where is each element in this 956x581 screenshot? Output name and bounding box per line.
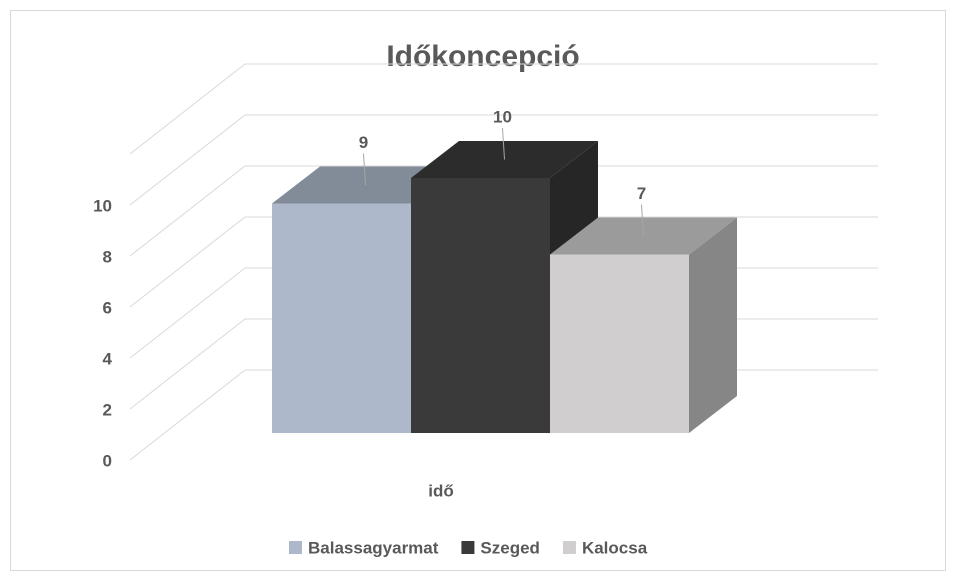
grid-line bbox=[129, 267, 246, 359]
legend-label: Balassagyarmat bbox=[308, 538, 439, 557]
y-tick-label: 0 bbox=[103, 451, 112, 470]
y-tick-label: 8 bbox=[103, 247, 112, 266]
y-tick-label: 2 bbox=[103, 400, 112, 419]
y-tick-label: 10 bbox=[93, 196, 112, 215]
leader-line bbox=[502, 127, 505, 160]
legend-swatch bbox=[562, 541, 576, 554]
axis-top bbox=[129, 63, 246, 155]
grid-line bbox=[129, 216, 246, 308]
legend-label: Szeged bbox=[480, 538, 540, 557]
legend-swatch bbox=[461, 541, 475, 554]
data-label: 10 bbox=[493, 107, 512, 126]
bar bbox=[411, 178, 550, 433]
y-tick-label: 4 bbox=[103, 349, 113, 368]
grid-line bbox=[129, 369, 246, 461]
leader-line bbox=[363, 153, 366, 186]
bar bbox=[550, 254, 689, 433]
y-tick-label: 6 bbox=[103, 298, 112, 317]
grid-line bbox=[129, 318, 246, 410]
data-label: 9 bbox=[359, 133, 368, 152]
bar bbox=[272, 203, 411, 433]
grid-line bbox=[129, 165, 246, 257]
chart-title: Időkoncepció bbox=[386, 40, 579, 73]
bar-side bbox=[689, 217, 737, 433]
legend-label: Kalocsa bbox=[582, 538, 648, 557]
grid-line bbox=[129, 114, 246, 206]
data-label: 7 bbox=[637, 184, 646, 203]
x-tick-label: idő bbox=[428, 481, 454, 500]
leader-line bbox=[641, 204, 644, 237]
legend-swatch bbox=[289, 541, 302, 554]
